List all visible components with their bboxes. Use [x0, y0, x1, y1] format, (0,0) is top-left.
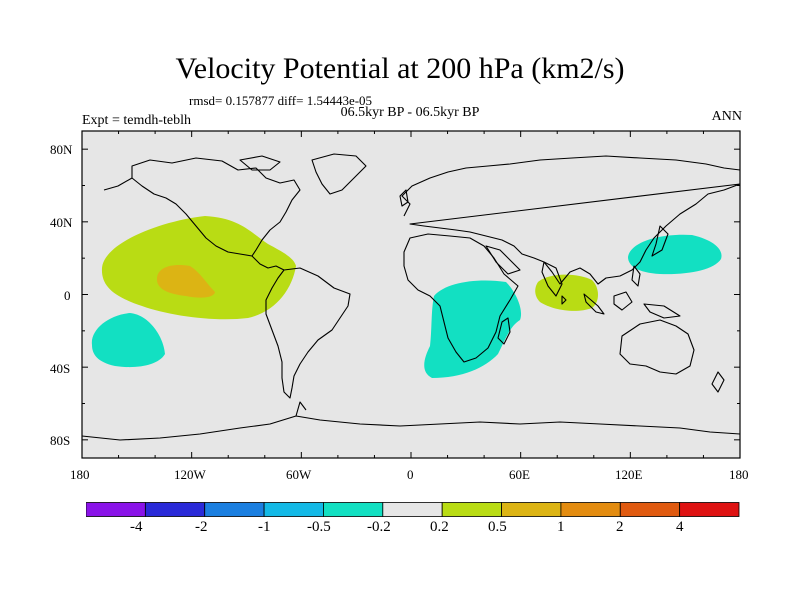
anomaly-east-pacific-core [156, 265, 215, 298]
coastline-eurasia [401, 155, 741, 285]
axis-ticks [81, 131, 741, 458]
coastline-south-america [265, 267, 351, 399]
period-label: 06.5kyr BP - 06.5kyr BP [340, 105, 480, 120]
lon-label-120w: 120W [174, 467, 206, 482]
colorbar-label: -1 [258, 519, 271, 535]
coastline-madagascar [497, 317, 511, 345]
lon-label-120e: 120E [615, 467, 643, 482]
chart-title: Velocity Potential at 200 hPa (km2/s) [175, 52, 625, 85]
colorbar-swatch [204, 502, 265, 517]
colorbar-swatch [679, 502, 740, 517]
lat-label-40s: 40S [50, 361, 71, 376]
colorbar-label: 4 [676, 519, 684, 535]
coastline-central-america [251, 255, 285, 271]
coastline-india [541, 261, 563, 297]
coastline-greenland [311, 153, 367, 195]
coastline-philippines [631, 265, 641, 287]
colorbar [86, 502, 740, 517]
anomaly-fields [91, 216, 722, 378]
coastline-africa [403, 233, 519, 363]
coastline-new-zealand [711, 371, 725, 393]
lon-label-0: 0 [407, 467, 414, 482]
coastline-north-america [131, 157, 301, 257]
lat-label-80n: 80N [50, 142, 73, 157]
colorbar-label: 1 [557, 519, 565, 535]
colorbar-label: 0.5 [488, 519, 507, 535]
lat-label-eq: 0 [64, 288, 71, 303]
anomaly-indian-ocean-positive [535, 274, 598, 311]
coastline-alaska-peninsula [103, 177, 133, 191]
coastline-uk [399, 189, 409, 207]
colorbar-swatch [323, 502, 384, 517]
anomaly-africa-negative [424, 280, 522, 378]
colorbar-swatch [144, 502, 206, 517]
colorbar-label: 0.2 [430, 519, 449, 535]
coastline-sumatra [583, 293, 605, 315]
lon-label-60e: 60E [509, 467, 530, 482]
colorbar-swatch [560, 502, 621, 517]
colorbar-label: -0.2 [367, 519, 391, 535]
coastline-borneo [613, 291, 633, 311]
colorbar-label: -0.5 [307, 519, 331, 535]
lon-label-60w: 60W [286, 467, 312, 482]
coastlines [81, 153, 741, 441]
colorbar-swatch [619, 502, 681, 517]
colorbar-label: -2 [195, 519, 208, 535]
coastline-australia [619, 319, 695, 375]
lat-label-80s: 80S [50, 433, 71, 448]
anomaly-west-pacific-negative [628, 234, 722, 275]
coastline-new-guinea [643, 303, 681, 319]
coastline-arabia [485, 245, 521, 275]
colorbar-label: -4 [130, 519, 143, 535]
coastline-antarctic-peninsula [295, 401, 307, 417]
stats-line: rmsd= 0.157877 diff= 1.54443e-05 [189, 93, 373, 108]
season-label: ANN [711, 109, 742, 124]
lat-label-40n: 40N [50, 215, 73, 230]
colorbar-swatch [501, 502, 562, 517]
colorbar-swatch [441, 502, 502, 517]
coastline-arctic-islands [239, 155, 281, 171]
coastline-japan [651, 225, 669, 257]
colorbar-swatch [382, 502, 443, 517]
coastline-antarctica [81, 415, 741, 441]
coastline-sri-lanka [561, 295, 567, 305]
anomaly-south-pacific-negative [91, 313, 165, 368]
colorbar-swatch [86, 502, 146, 517]
anomaly-east-pacific-positive [101, 216, 296, 320]
experiment-label: Expt = temdh-teblh [82, 113, 191, 128]
colorbar-label: 2 [616, 519, 624, 535]
colorbar-swatch [263, 502, 324, 517]
lon-label-180e: 180 [729, 467, 749, 482]
lon-label-180w: 180 [70, 467, 90, 482]
